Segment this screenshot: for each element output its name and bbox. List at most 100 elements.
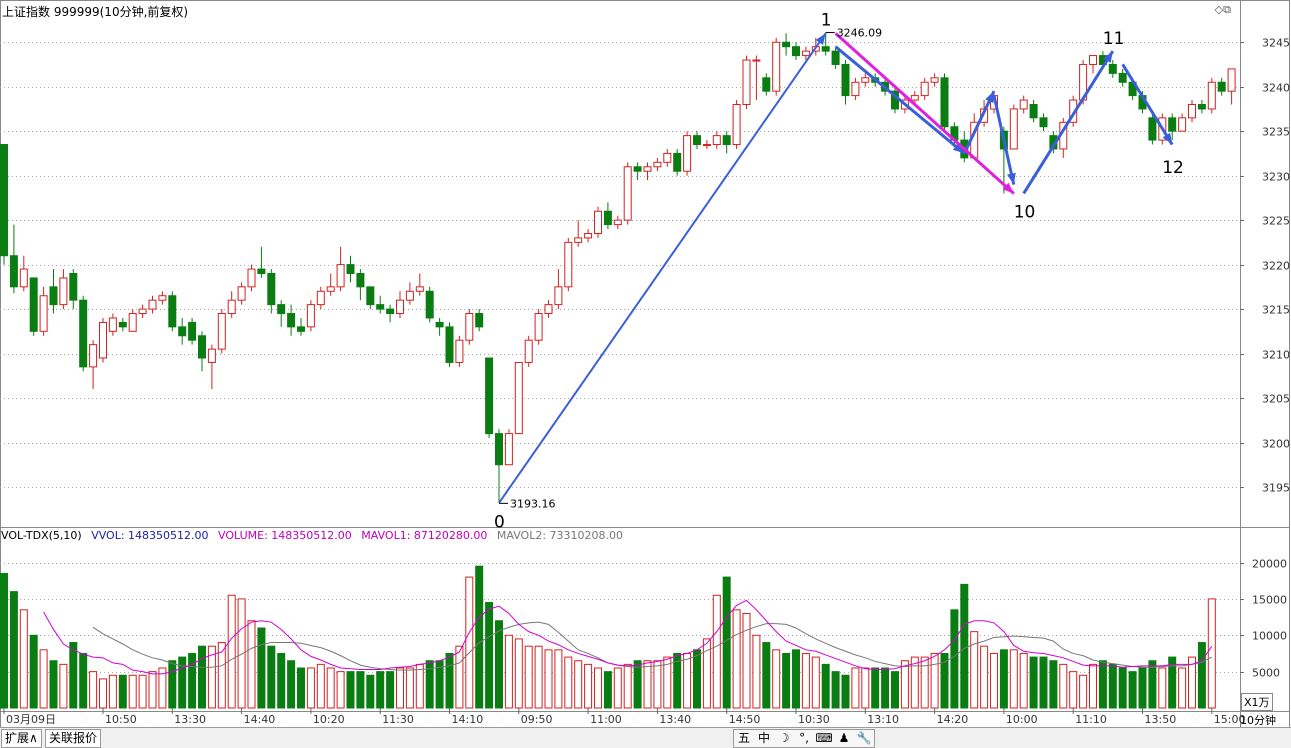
candle-body [108, 317, 117, 332]
expand-tab[interactable]: 扩展∧ [1, 729, 42, 748]
ime-keyboard-icon[interactable]: ⌨ [815, 731, 833, 745]
candle-body [851, 81, 860, 97]
volume-bar [1197, 642, 1206, 709]
volume-bar [722, 576, 731, 709]
volume-bar [514, 638, 523, 709]
volume-bar [297, 667, 305, 709]
volume-bar [1039, 656, 1048, 709]
volume-bar [128, 674, 137, 709]
volume-bar [277, 652, 286, 709]
candle-body [673, 152, 682, 172]
volume-bar [950, 609, 959, 709]
candle-body [277, 304, 286, 315]
candle-body [603, 210, 612, 226]
ime-user-icon[interactable]: ♟ [838, 731, 850, 745]
candle-body [643, 166, 652, 172]
volume-bar [89, 671, 98, 709]
candle-body [386, 308, 395, 315]
volume-bar [1148, 660, 1157, 709]
volume-bar [376, 671, 385, 709]
volume-bar [841, 674, 850, 709]
price-tick-label: 3240 [1262, 82, 1290, 95]
time-tick-label: 11:00 [590, 713, 622, 726]
candle-body [356, 273, 365, 288]
candle-body [178, 326, 187, 337]
ime-wubi-icon[interactable]: 五 [737, 731, 750, 745]
ime-chinese-icon[interactable]: 中 [757, 731, 770, 745]
volume-bar [138, 674, 147, 709]
volume-bar [168, 660, 177, 709]
candle-body [376, 304, 385, 310]
candle-body [1217, 81, 1226, 92]
candle-body [732, 104, 741, 146]
volume-bar [534, 645, 543, 709]
ime-toolbar[interactable]: 五 中 ☽ °, ⌨ ♟ 🔧 [733, 729, 875, 748]
volume-bar [99, 678, 107, 709]
candle-body [841, 63, 850, 97]
candle-body [752, 59, 761, 62]
related-quotes-tab[interactable]: 关联报价 [45, 729, 102, 748]
volume-bar [495, 620, 503, 709]
volume-bar [574, 660, 583, 709]
candle-body [168, 295, 177, 328]
candle-body [514, 361, 523, 435]
volume-bar [1009, 649, 1018, 709]
volume-bar [960, 583, 969, 709]
candle-body [247, 268, 256, 288]
candle-body [693, 135, 701, 146]
ime-settings-icon[interactable]: 🔧 [856, 731, 872, 745]
ime-punct-icon[interactable]: °, [799, 731, 809, 745]
candle-body [79, 299, 88, 368]
wave-arrowhead [815, 33, 826, 46]
volume-bar [712, 594, 721, 709]
volume-bar [1178, 667, 1187, 709]
candle-body [99, 321, 107, 359]
volume-bar [564, 656, 573, 709]
wave-line [1022, 50, 1115, 195]
ime-halfwidth-icon[interactable]: ☽ [778, 731, 790, 745]
time-tick-label: 14:40 [244, 713, 276, 726]
time-tick-label: 11:30 [382, 713, 414, 726]
candle-body [435, 321, 444, 328]
volume-bar [475, 565, 484, 709]
candle-body [821, 46, 830, 52]
wave-label: 0 [494, 512, 505, 532]
volume-bar [465, 576, 474, 709]
candle-body [623, 166, 632, 221]
candle-body [138, 308, 147, 315]
volume-bar [267, 645, 276, 709]
volume-bar [1049, 660, 1058, 709]
period-label[interactable]: 10分钟 [1240, 714, 1276, 727]
volume-bar [633, 660, 642, 709]
volume-bar [792, 649, 800, 709]
wave-line [1121, 63, 1174, 146]
candle-body [257, 268, 266, 275]
time-tick-label: 15:00 [1214, 713, 1246, 726]
candle-body [495, 433, 503, 466]
volume-bar [1128, 671, 1137, 709]
volume-bar [554, 649, 563, 709]
vvol-value: VVOL: 148350512.00 [91, 529, 209, 542]
wave-line [498, 32, 827, 504]
candle-body [702, 144, 711, 147]
candle-body [772, 41, 781, 92]
volume-bar [683, 652, 692, 709]
candle-body [584, 232, 593, 239]
volume-bar [0, 572, 8, 709]
candle-body [455, 339, 464, 363]
volume-bar [782, 652, 791, 709]
price-tick-label: 3230 [1262, 171, 1290, 184]
price-tick-label: 3235 [1262, 126, 1290, 139]
candle-body [158, 295, 167, 301]
volume-bar [356, 671, 365, 709]
volume-bar [366, 674, 375, 709]
price-tick-label: 3225 [1262, 215, 1290, 228]
volume-bar [1168, 656, 1177, 709]
candle-body [613, 219, 622, 226]
volume-bar [415, 663, 424, 709]
candle-body [1207, 81, 1216, 110]
volume-bar [861, 667, 870, 709]
window-control-icons[interactable]: ◇⧉ [1214, 3, 1231, 16]
time-tick-label: 10:00 [1006, 713, 1038, 726]
